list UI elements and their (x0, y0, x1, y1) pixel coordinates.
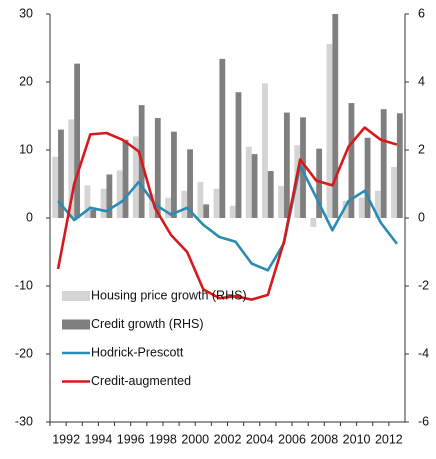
bar (326, 43, 333, 218)
x-tick-label: 2010 (343, 432, 371, 446)
bar (364, 137, 371, 218)
bar (52, 156, 59, 218)
bar (132, 136, 139, 218)
y2-tick-label: -4 (418, 346, 429, 360)
bar (68, 119, 75, 218)
legend-swatch (62, 319, 90, 330)
bar (278, 186, 284, 218)
bar (122, 139, 129, 218)
bar (235, 92, 242, 218)
bar (229, 205, 236, 218)
bar (348, 103, 355, 218)
bar (391, 167, 397, 218)
y2-tick-label: 0 (418, 210, 425, 224)
bar (251, 154, 258, 218)
line (56, 126, 398, 301)
bar (116, 170, 123, 218)
bar (197, 181, 204, 218)
legend-label: Credit-augmented (91, 374, 191, 388)
legend-label: Housing price growth (RHS) (91, 288, 247, 302)
y2-tick-label: 2 (418, 142, 425, 156)
x-tick-label: 2008 (310, 432, 338, 446)
bar (187, 149, 193, 218)
y2-tick-label: -6 (418, 414, 429, 428)
y-tick-label: -10 (15, 278, 33, 292)
bar (342, 201, 349, 218)
x-tick-label: 2004 (246, 432, 274, 446)
bar (374, 190, 381, 218)
bar (245, 146, 252, 218)
x-tick-label: 1996 (117, 432, 145, 446)
x-tick-label: 1994 (85, 432, 113, 446)
bar (262, 83, 268, 218)
y-tick-label: 10 (19, 142, 33, 156)
bar (358, 197, 365, 218)
bar (106, 174, 113, 218)
legend-label: Hodrick-Prescott (91, 345, 184, 359)
bar (181, 190, 188, 218)
bar (283, 112, 290, 218)
y2-tick-label: -2 (418, 278, 429, 292)
bar (171, 131, 177, 218)
bar (310, 218, 317, 227)
x-tick-label: 2006 (278, 432, 306, 446)
y-tick-label: 30 (19, 6, 33, 20)
legend-swatch (62, 291, 90, 301)
bar (396, 113, 403, 218)
y-tick-label: -30 (15, 414, 33, 428)
y2-tick-label: 4 (418, 74, 425, 88)
bar (219, 58, 226, 218)
bar (213, 188, 220, 218)
bar (74, 63, 81, 218)
bar (149, 194, 155, 218)
bar (380, 109, 387, 218)
line (57, 164, 398, 272)
y-tick-label: -20 (15, 346, 33, 360)
bar (58, 129, 64, 218)
y2-tick-label: 6 (418, 6, 425, 20)
x-tick-label: 1998 (149, 432, 177, 446)
y-tick-label: 20 (19, 74, 33, 88)
bar (154, 118, 161, 218)
bar (332, 14, 339, 218)
x-tick-label: 2000 (181, 432, 209, 446)
bar (267, 171, 274, 218)
bar (90, 209, 97, 218)
legend-label: Credit growth (RHS) (91, 317, 204, 331)
bar (165, 197, 172, 218)
x-tick-label: 2002 (214, 432, 242, 446)
bar (100, 188, 107, 218)
bar (316, 148, 323, 218)
bar (300, 117, 306, 218)
x-tick-label: 2012 (375, 432, 403, 446)
x-tick-label: 1992 (52, 432, 80, 446)
bar (84, 185, 91, 218)
bar (203, 204, 210, 218)
y-tick-label: 0 (26, 210, 33, 224)
